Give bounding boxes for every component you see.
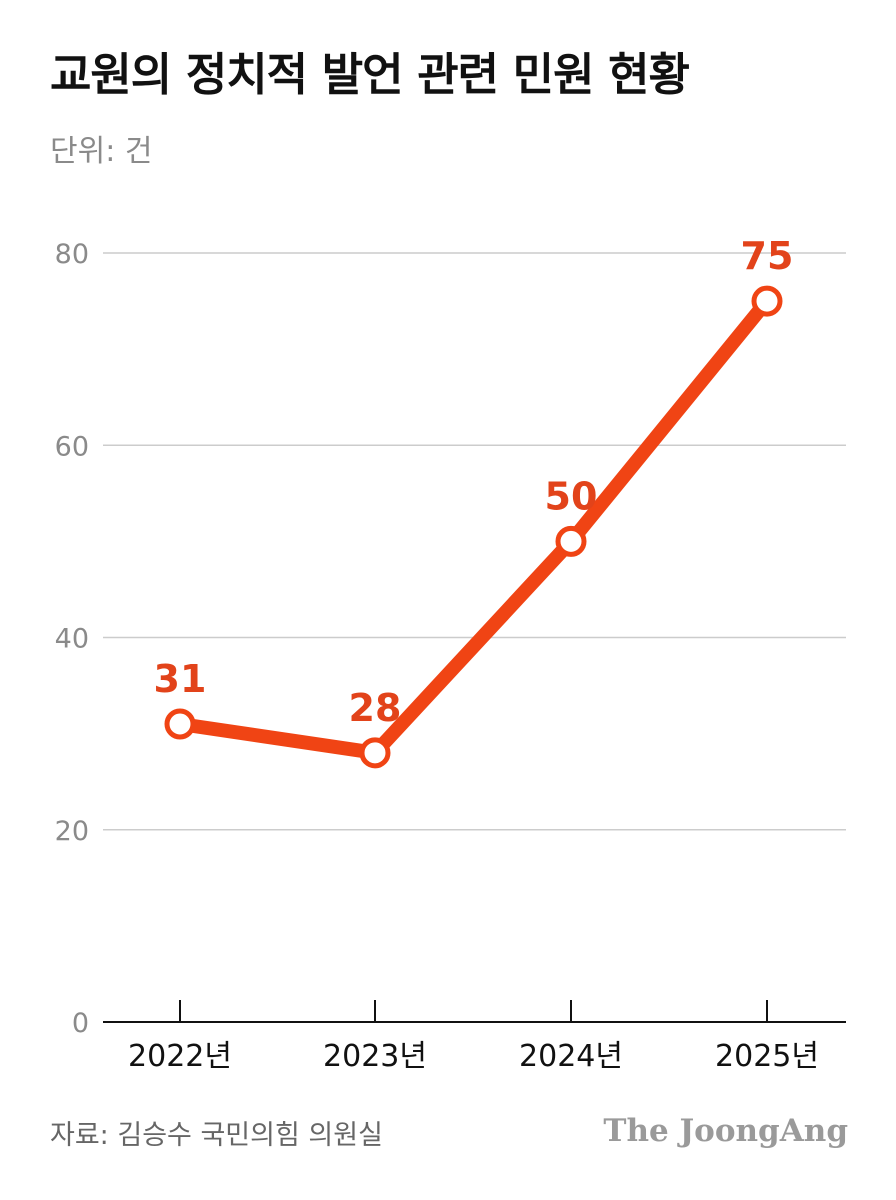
- x-tick-label: 2025년: [715, 1039, 819, 1074]
- x-tick-label: 2022년: [128, 1039, 232, 1074]
- chart-title: 교원의 정치적 발언 관련 민원 현황: [50, 48, 690, 101]
- brand-logo: The JoongAng: [603, 1113, 848, 1149]
- data-label: 50: [545, 474, 598, 518]
- data-label: 31: [154, 657, 207, 701]
- x-tick-label: 2024년: [519, 1039, 623, 1074]
- x-tick-label: 2023년: [323, 1039, 427, 1074]
- y-tick-label: 20: [55, 816, 89, 847]
- data-point: [359, 737, 391, 769]
- data-point: [751, 285, 783, 317]
- y-tick-label: 80: [55, 239, 89, 270]
- data-label: 28: [349, 686, 402, 730]
- data-point: [555, 525, 587, 557]
- y-tick-label: 60: [55, 431, 89, 462]
- y-tick-label: 0: [72, 1008, 89, 1039]
- data-label: 75: [741, 234, 794, 278]
- data-point: [164, 708, 196, 740]
- y-tick-label: 40: [55, 624, 89, 655]
- series-line: [173, 294, 774, 760]
- source-note: 자료: 김승수 국민의힘 의원실: [50, 1120, 383, 1151]
- unit-label: 단위: 건: [50, 134, 153, 169]
